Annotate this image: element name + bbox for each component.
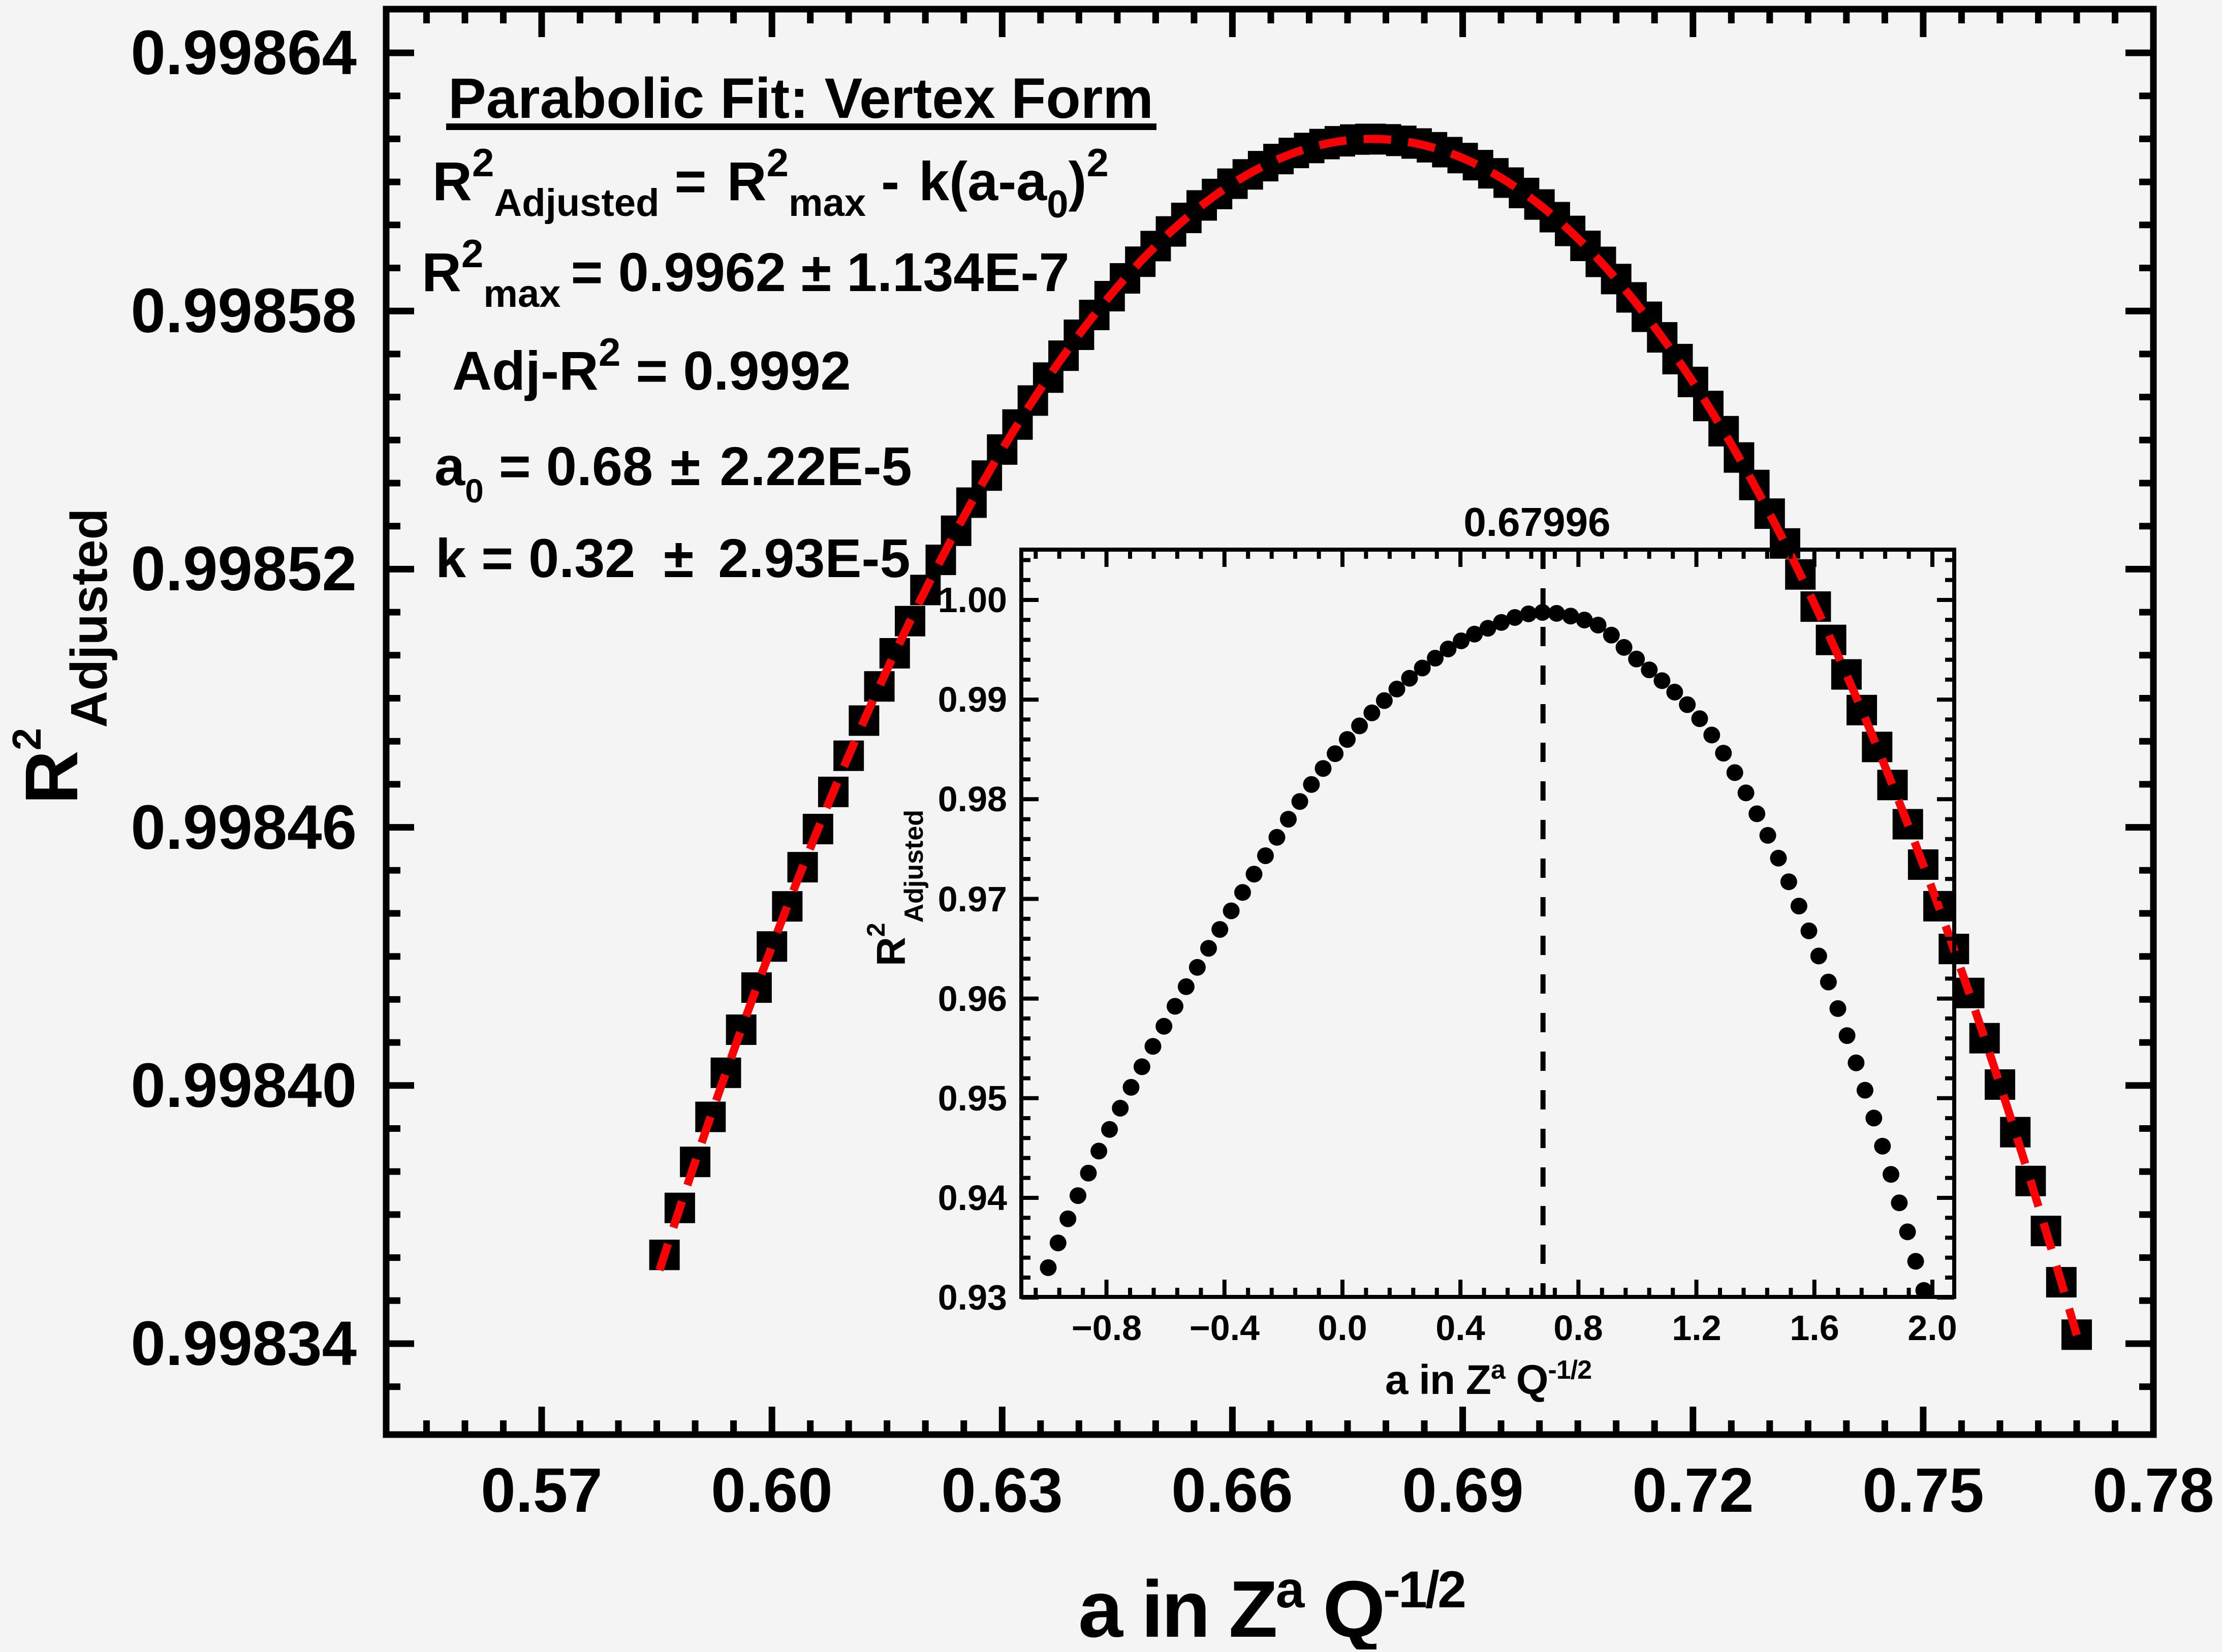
- svg-text:k = 0.32: k = 0.32: [435, 527, 635, 589]
- svg-text:0.99852: 0.99852: [131, 534, 357, 604]
- svg-text:0.94: 0.94: [938, 1178, 1007, 1218]
- svg-text:0.60: 0.60: [711, 1456, 832, 1526]
- svg-text:0.4: 0.4: [1435, 1308, 1485, 1348]
- svg-text:1.6: 1.6: [1790, 1308, 1839, 1348]
- svg-text:a in Za Q-1/2: a in Za Q-1/2: [1385, 1355, 1591, 1403]
- svg-text:0.96: 0.96: [938, 979, 1007, 1019]
- svg-text:R2max = 0.9962 ± 1.134E-7: R2max = 0.9962 ± 1.134E-7: [422, 231, 1070, 315]
- svg-text:0.99846: 0.99846: [131, 793, 357, 863]
- svg-text:0.72: 0.72: [1632, 1456, 1754, 1526]
- svg-text:0.99: 0.99: [938, 680, 1007, 719]
- svg-text:2.0: 2.0: [1907, 1308, 1957, 1348]
- svg-text:−0.4: −0.4: [1190, 1308, 1260, 1348]
- svg-text:Parabolic Fit: Vertex Form: Parabolic Fit: Vertex Form: [448, 67, 1153, 130]
- svg-text:−0.8: −0.8: [1072, 1308, 1142, 1348]
- svg-text:0.57: 0.57: [481, 1456, 602, 1526]
- svg-text:0.66: 0.66: [1171, 1456, 1293, 1526]
- svg-text:0.67996: 0.67996: [1463, 499, 1610, 545]
- svg-text:0.69: 0.69: [1402, 1456, 1523, 1526]
- svg-text:0.93: 0.93: [938, 1278, 1007, 1317]
- svg-text:0.0: 0.0: [1318, 1308, 1367, 1348]
- svg-text:0.8: 0.8: [1553, 1308, 1603, 1348]
- svg-text:0.98: 0.98: [938, 779, 1007, 819]
- svg-text:0.99834: 0.99834: [131, 1309, 357, 1379]
- svg-text:0.97: 0.97: [938, 879, 1007, 919]
- svg-text:0.99864: 0.99864: [131, 18, 357, 88]
- svg-text:0.63: 0.63: [941, 1456, 1062, 1526]
- svg-text:a in Za Q-1/2: a in Za Q-1/2: [1078, 1561, 1464, 1649]
- svg-text:Adj-R2 = 0.9992: Adj-R2 = 0.9992: [452, 330, 851, 401]
- svg-text:0.75: 0.75: [1862, 1456, 1984, 1526]
- svg-text:0.95: 0.95: [938, 1078, 1007, 1118]
- svg-text:0.99858: 0.99858: [131, 276, 357, 346]
- svg-text:0.99840: 0.99840: [131, 1051, 357, 1121]
- svg-text:1.2: 1.2: [1672, 1308, 1721, 1348]
- svg-text:1.00: 1.00: [938, 580, 1007, 620]
- svg-text:± 2.93E-5: ± 2.93E-5: [664, 527, 911, 589]
- svg-text:0.78: 0.78: [2092, 1456, 2214, 1526]
